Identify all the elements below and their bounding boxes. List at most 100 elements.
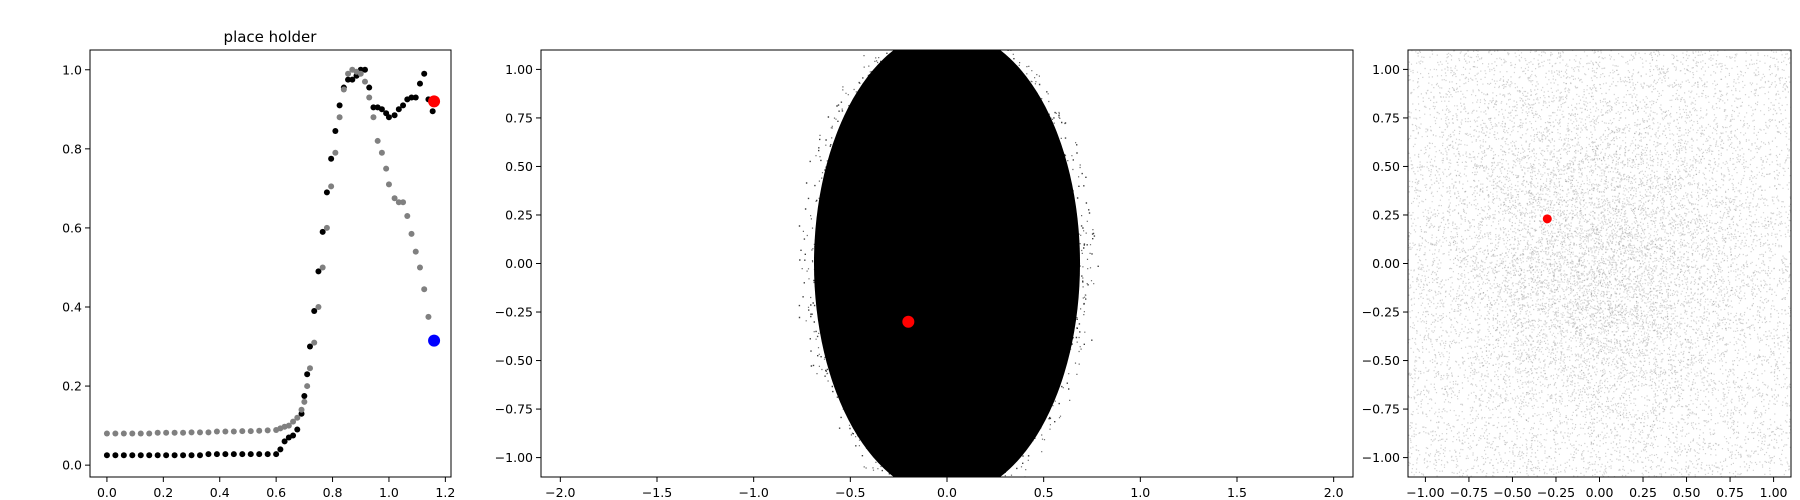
y-tick-label: −0.75 — [1362, 402, 1400, 417]
y-tick-label: 1.0 — [62, 62, 82, 77]
data-point — [230, 451, 237, 458]
y-tick-label: 0.75 — [505, 110, 533, 125]
cloud-points — [798, 50, 1099, 477]
y-tick-label: 0.50 — [505, 159, 533, 174]
data-point — [349, 76, 356, 83]
data-point — [385, 181, 392, 188]
data-point — [163, 452, 170, 459]
data-point — [273, 451, 280, 458]
data-point — [205, 451, 212, 458]
data-point — [137, 452, 144, 459]
data-point — [311, 307, 318, 314]
plot-frame — [1407, 49, 1792, 478]
data-point — [345, 76, 352, 83]
data-point — [370, 104, 377, 111]
data-point — [298, 406, 305, 413]
x-tick-label: 0.0 — [97, 485, 117, 500]
data-point — [103, 452, 110, 459]
data-point — [319, 228, 326, 235]
data-point — [385, 114, 392, 121]
data-point — [239, 428, 246, 435]
data-point — [264, 451, 271, 458]
data-point — [323, 224, 330, 231]
data-point — [311, 339, 318, 346]
cloud-points — [1408, 50, 1791, 477]
data-point — [306, 365, 313, 372]
data-point — [256, 451, 263, 458]
data-point — [319, 264, 326, 271]
data-point — [129, 452, 136, 459]
data-point — [294, 414, 301, 421]
data-point — [180, 429, 187, 436]
data-point — [408, 94, 415, 101]
data-point — [196, 429, 203, 436]
point-cloud — [798, 50, 1099, 477]
y-tick-label: 0.4 — [62, 299, 82, 314]
data-point — [378, 149, 385, 156]
data-point — [256, 427, 263, 434]
data-point — [412, 94, 419, 101]
data-point — [340, 86, 347, 93]
data-point — [281, 438, 288, 445]
plot-frame — [89, 49, 452, 478]
data-point — [180, 452, 187, 459]
data-point — [294, 426, 301, 433]
x-tick-label: 0.5 — [1034, 485, 1054, 500]
data-point — [400, 102, 407, 109]
chart-panel-3: −1.00 −0.75 −0.50 −0.25 0.00 0.25 0.50 0.75 1.00… — [1362, 49, 1792, 500]
data-point — [146, 452, 153, 459]
plot-frame — [540, 49, 1354, 478]
data-point — [264, 427, 271, 434]
x-tick-label: 0.2 — [153, 485, 173, 500]
data-point — [336, 114, 343, 121]
x-tick-label: −0.5 — [835, 485, 865, 500]
data-point — [213, 451, 220, 458]
data-point — [429, 108, 436, 115]
data-point — [395, 199, 402, 206]
data-point — [366, 94, 373, 101]
data-point — [154, 452, 161, 459]
x-tick-label: 0.8 — [323, 485, 343, 500]
data-point — [171, 429, 178, 436]
x-tick-label: −1.0 — [738, 485, 768, 500]
y-tick-label: 0.25 — [505, 207, 533, 222]
data-point — [391, 195, 398, 202]
data-point — [222, 428, 229, 435]
highlight-point — [1542, 214, 1552, 224]
data-point — [290, 418, 297, 425]
data-point — [137, 430, 144, 437]
x-tick-label: 1.0 — [379, 485, 399, 500]
cloud-faint-points — [1408, 50, 1791, 477]
data-point — [378, 106, 385, 113]
x-tick-label: −0.25 — [1537, 485, 1575, 500]
data-point — [146, 430, 153, 437]
data-point — [171, 452, 178, 459]
data-point — [205, 429, 212, 436]
y-tick-label: 0.50 — [1372, 159, 1400, 174]
data-point — [213, 428, 220, 435]
data-point — [315, 268, 322, 275]
point-cloud — [1408, 50, 1791, 477]
x-tick-label: 1.5 — [1227, 485, 1247, 500]
data-point — [416, 80, 423, 87]
y-tick-label: −0.25 — [495, 305, 533, 320]
data-point — [408, 230, 415, 237]
data-point — [196, 452, 203, 459]
y-tick-label: −0.50 — [1362, 353, 1400, 368]
data-point — [421, 70, 428, 77]
data-point — [304, 371, 311, 378]
data-point — [285, 422, 292, 429]
data-point — [188, 452, 195, 459]
data-point — [391, 112, 398, 119]
data-point — [103, 430, 110, 437]
data-point — [332, 149, 339, 156]
x-tick-label: 0.75 — [1716, 485, 1744, 500]
data-point — [328, 183, 335, 190]
y-tick-label: −1.00 — [1362, 450, 1400, 465]
data-point — [163, 429, 170, 436]
x-tick-label: 1.0 — [1130, 485, 1150, 500]
cloud-center-points — [1408, 50, 1791, 477]
data-point — [370, 114, 377, 121]
data-point — [112, 452, 119, 459]
